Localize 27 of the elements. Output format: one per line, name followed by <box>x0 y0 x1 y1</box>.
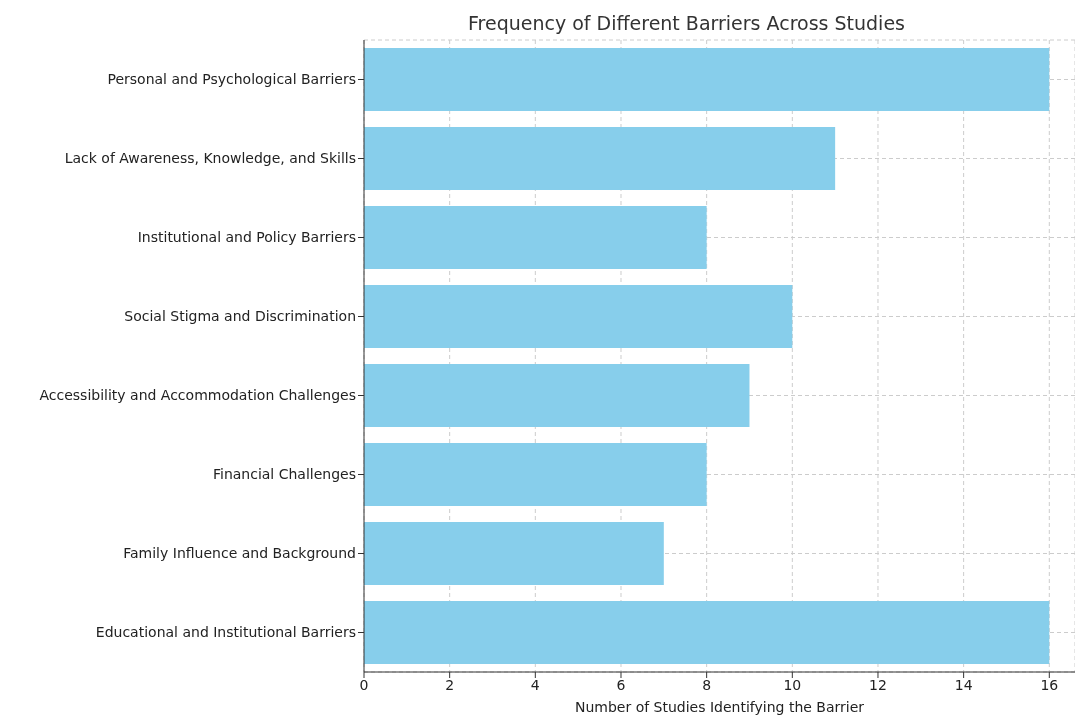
chart-title: Frequency of Different Barriers Across Studies <box>467 11 906 36</box>
y-tick-label: Lack of Awareness, Knowledge, and Skills <box>64 150 356 167</box>
y-tick-label: Personal and Psychological Barriers <box>107 71 356 88</box>
bar <box>364 521 664 585</box>
y-tick-label: Institutional and Policy Barriers <box>137 229 356 246</box>
bar <box>364 363 750 427</box>
bar <box>364 600 1050 664</box>
x-tick-label: 8 <box>702 676 712 693</box>
bar <box>364 284 793 348</box>
x-tick-label: 4 <box>530 676 540 693</box>
bar <box>364 126 836 190</box>
bar <box>364 47 1050 111</box>
bar <box>364 205 707 269</box>
x-axis-title: Number of Studies Identifying the Barrier <box>574 699 865 715</box>
x-tick-label: 16 <box>1040 676 1059 693</box>
x-tick-label: 12 <box>869 676 887 693</box>
x-tick-label: 14 <box>954 676 973 693</box>
y-tick-label: Family Influence and Background <box>123 545 356 562</box>
y-tick-label: Educational and Institutional Barriers <box>95 624 356 641</box>
y-tick-label: Social Stigma and Discrimination <box>124 308 356 325</box>
y-tick-label: Financial Challenges <box>212 466 356 483</box>
x-tick-label: 6 <box>616 676 626 693</box>
x-tick-label: 2 <box>445 676 455 693</box>
x-tick-label: 10 <box>783 676 802 693</box>
y-tick-label: Accessibility and Accommodation Challenges <box>39 387 356 404</box>
bar <box>364 442 707 506</box>
x-tick-label: 0 <box>359 676 369 693</box>
